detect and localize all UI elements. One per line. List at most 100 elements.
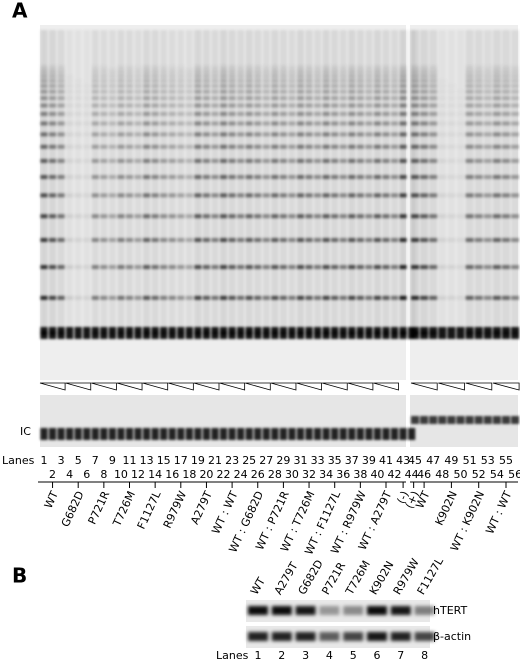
band: [194, 295, 202, 300]
band: [279, 96, 287, 101]
band: [211, 96, 219, 101]
band: [331, 70, 339, 75]
band: [237, 132, 245, 137]
band: [262, 70, 270, 75]
band: [202, 67, 211, 72]
band: [228, 74, 236, 79]
band: [399, 89, 407, 94]
band: [348, 96, 356, 101]
band: [194, 132, 202, 137]
ic-band: [365, 428, 373, 440]
htert-band: [295, 606, 316, 615]
band: [348, 89, 356, 94]
band: [100, 103, 108, 108]
band: [168, 89, 176, 94]
lane-number: 28: [268, 468, 282, 481]
band: [143, 193, 151, 198]
band: [483, 70, 492, 75]
ic-band: [48, 428, 57, 440]
band: [194, 83, 202, 88]
band: [382, 103, 390, 108]
band: [438, 111, 447, 116]
band: [219, 193, 228, 198]
band: [339, 67, 347, 72]
band: [314, 121, 322, 126]
band: [40, 111, 48, 116]
lane-number: 1: [41, 454, 48, 467]
band: [83, 132, 91, 137]
band: [420, 64, 429, 69]
lane-number: 4: [66, 468, 73, 481]
lane-number: 12: [131, 468, 145, 481]
band: [237, 103, 245, 108]
actin-band: [248, 632, 268, 641]
band: [492, 83, 501, 88]
band: [365, 132, 373, 137]
ic-band: [194, 428, 202, 440]
band: [365, 265, 373, 270]
band: [263, 64, 270, 68]
band: [365, 214, 373, 219]
lane-number: 56: [508, 468, 520, 481]
band: [219, 295, 228, 300]
band: [245, 295, 253, 300]
band: [151, 295, 159, 300]
band: [511, 111, 520, 116]
ic-band: [382, 428, 390, 440]
band: [305, 67, 313, 72]
lane-smear: [134, 30, 142, 330]
band: [322, 96, 330, 101]
band: [211, 132, 219, 137]
band: [108, 96, 116, 101]
band: [228, 265, 236, 270]
band: [108, 78, 116, 83]
band: [91, 89, 99, 94]
band: [314, 175, 322, 180]
band: [474, 214, 483, 219]
band: [296, 295, 305, 300]
band: [279, 158, 287, 163]
band: [151, 144, 159, 149]
band: [382, 193, 390, 198]
band: [143, 111, 151, 116]
band: [399, 144, 407, 149]
band: [420, 158, 429, 163]
band: [390, 70, 399, 75]
band: [411, 83, 419, 88]
band: [126, 64, 133, 68]
band: [237, 70, 245, 75]
band: [314, 193, 322, 198]
band: [143, 295, 151, 300]
band: [511, 96, 520, 101]
ic-band: [429, 416, 438, 424]
band: [348, 144, 356, 149]
band: [390, 89, 399, 94]
lane-number: 8: [100, 468, 107, 481]
band: [66, 103, 74, 108]
band: [331, 144, 339, 149]
band: [202, 103, 211, 108]
band: [83, 144, 91, 149]
band: [305, 96, 313, 101]
band: [151, 132, 159, 137]
band: [262, 78, 270, 83]
band: [429, 78, 438, 83]
lane-number: 37: [345, 454, 359, 467]
band: [502, 89, 510, 94]
band: [339, 214, 347, 219]
band: [194, 193, 202, 198]
band: [305, 103, 313, 108]
band: [456, 175, 465, 180]
band: [411, 78, 419, 83]
band: [438, 121, 447, 126]
band: [447, 193, 456, 198]
band: [288, 67, 296, 72]
band: [492, 78, 501, 83]
band: [511, 121, 520, 126]
band: [474, 265, 483, 270]
band: [271, 144, 279, 149]
band: [411, 175, 419, 180]
lane-smear: [411, 30, 419, 330]
band: [40, 103, 48, 108]
ic-band: [356, 428, 364, 440]
